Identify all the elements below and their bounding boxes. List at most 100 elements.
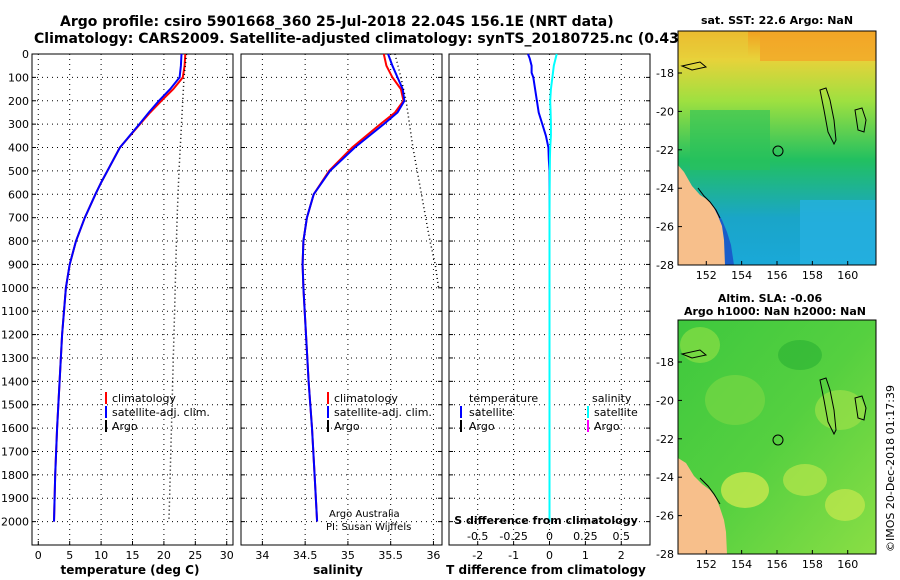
x-tick-label: 30 bbox=[220, 549, 234, 562]
map-x-tick-label: 154 bbox=[731, 269, 752, 282]
plot-series bbox=[53, 53, 558, 522]
series-climatology bbox=[53, 53, 187, 522]
y-tick-label: 300 bbox=[8, 118, 29, 131]
difference-top-axis-label: S difference from climatology bbox=[454, 514, 638, 527]
header-line2: Climatology: CARS2009. Satellite-adjuste… bbox=[34, 31, 752, 47]
map-y-tick-label: -26 bbox=[656, 221, 674, 234]
series-climatology bbox=[301, 53, 405, 522]
series-temperature-satellite bbox=[527, 53, 551, 522]
y-tick-label: 1300 bbox=[1, 352, 29, 365]
y-tick-label: 600 bbox=[8, 188, 29, 201]
y-tick-label: 1600 bbox=[1, 422, 29, 435]
difference-legend-s-argo: Argo bbox=[594, 420, 620, 433]
x-tick-label: 35.5 bbox=[378, 549, 403, 562]
y-tick-label: 700 bbox=[8, 212, 29, 225]
salinity-xlabel: salinity bbox=[313, 563, 363, 577]
sla-map-title1: Altim. SLA: -0.06 bbox=[718, 292, 823, 305]
y-tick-label: 200 bbox=[8, 95, 29, 108]
y-tick-label: 800 bbox=[8, 235, 29, 248]
salinity-plot-frame bbox=[240, 53, 443, 546]
map-y-tick-label: -20 bbox=[656, 105, 674, 118]
y-tick-label: 1100 bbox=[1, 305, 29, 318]
x-tick-label: 25 bbox=[188, 549, 202, 562]
difference-legend-salinity-title: salinity bbox=[592, 392, 632, 405]
plot-ticks: 0 5 10 15 20 25 300100200300400500600700800900… bbox=[1, 48, 650, 562]
sst-map bbox=[678, 31, 876, 265]
temperature-xlabel: temperature (deg C) bbox=[61, 563, 200, 577]
y-tick-label: 1900 bbox=[1, 492, 29, 505]
y-tick-label: 1800 bbox=[1, 469, 29, 482]
temperature-legend-satellite: satellite-adj. clim. bbox=[112, 406, 210, 419]
map-y-tick-label: -22 bbox=[656, 433, 674, 446]
map-y-tick-label: -22 bbox=[656, 144, 674, 157]
x2-tick-label: -0.5 bbox=[467, 530, 488, 543]
imos-stamp: ©IMOS 20-Dec-2018 01:17:39 bbox=[884, 385, 897, 552]
temperature-legend-argo: Argo bbox=[112, 420, 138, 433]
x-tick-label: 36 bbox=[426, 549, 440, 562]
map-x-tick-label: 160 bbox=[837, 558, 858, 571]
x-tick-label: -2 bbox=[472, 549, 483, 562]
difference-legend-t-argo: Argo bbox=[469, 420, 495, 433]
x-tick-label: 5 bbox=[66, 549, 73, 562]
plot-grids bbox=[32, 54, 650, 545]
y-tick-label: 400 bbox=[8, 142, 29, 155]
y-tick-label: 1500 bbox=[1, 399, 29, 412]
y-tick-label: 2000 bbox=[1, 516, 29, 529]
sla-map bbox=[678, 320, 876, 554]
map-y-tick-label: -26 bbox=[656, 510, 674, 523]
x2-tick-label: 0.25 bbox=[573, 530, 598, 543]
map-y-tick-label: -24 bbox=[656, 471, 674, 484]
x2-tick-label: 0 bbox=[546, 530, 553, 543]
series-salinity-satellite bbox=[548, 53, 558, 522]
y-tick-label: 0 bbox=[22, 48, 29, 61]
map-y-tick-label: -18 bbox=[656, 67, 674, 80]
temperature-legend: climatology satellite-adj. clim. Argo bbox=[105, 392, 210, 433]
difference-xlabel: T difference from climatology bbox=[446, 563, 646, 577]
map-y-tick-label: -28 bbox=[656, 548, 674, 561]
x-tick-label: 2 bbox=[618, 549, 625, 562]
map-x-tick-label: 158 bbox=[802, 269, 823, 282]
credit-argo-australia: Argo Australia bbox=[329, 509, 400, 520]
salinity-legend-climatology: climatology bbox=[334, 392, 398, 405]
salinity-legend-argo: Argo bbox=[334, 420, 360, 433]
salinity-legend-satellite: satellite-adj. clim. bbox=[334, 406, 432, 419]
sla-map-title2: Argo h1000: NaN h2000: NaN bbox=[684, 305, 866, 318]
x-tick-label: 20 bbox=[157, 549, 171, 562]
x2-tick-label: -0.25 bbox=[499, 530, 527, 543]
y-tick-label: 1700 bbox=[1, 445, 29, 458]
y-tick-label: 1000 bbox=[1, 282, 29, 295]
header-line1: Argo profile: csiro 5901668_360 25-Jul-2… bbox=[60, 14, 614, 30]
map-y-tick-label: -20 bbox=[656, 394, 674, 407]
series-satellite-adj-clim- bbox=[301, 53, 406, 522]
difference-legend: temperature satellite Argo salinity sate… bbox=[460, 392, 638, 433]
map-x-tick-label: 154 bbox=[731, 558, 752, 571]
x-tick-label: 10 bbox=[94, 549, 108, 562]
series-argo bbox=[394, 53, 440, 288]
salinity-legend: climatology satellite-adj. clim. Argo bbox=[327, 392, 432, 433]
map-y-tick-label: -28 bbox=[656, 259, 674, 272]
map-x-tick-label: 152 bbox=[696, 558, 717, 571]
y-tick-label: 100 bbox=[8, 71, 29, 84]
difference-legend-temperature-title: temperature bbox=[469, 392, 538, 405]
x2-tick-label: 0.5 bbox=[613, 530, 631, 543]
map-x-tick-label: 152 bbox=[696, 269, 717, 282]
map-ticks: 152 154 156 158 160 -18 -20 -22 -24 -26 -28 152 154 1… bbox=[656, 67, 858, 571]
x-tick-label: 35 bbox=[341, 549, 355, 562]
x-tick-label: 34.5 bbox=[293, 549, 318, 562]
y-tick-label: 900 bbox=[8, 258, 29, 271]
y-tick-label: 1400 bbox=[1, 375, 29, 388]
y-tick-label: 500 bbox=[8, 165, 29, 178]
map-x-tick-label: 158 bbox=[802, 558, 823, 571]
x-tick-label: 0 bbox=[35, 549, 42, 562]
credit-pi: PI: Susan Wijffels bbox=[326, 522, 411, 533]
series-satellite-adj-clim- bbox=[53, 53, 183, 522]
map-x-tick-label: 156 bbox=[767, 269, 788, 282]
sst-map-title: sat. SST: 22.6 Argo: NaN bbox=[701, 14, 853, 27]
x-tick-label: -1 bbox=[508, 549, 519, 562]
x-tick-label: 15 bbox=[126, 549, 140, 562]
map-x-tick-label: 156 bbox=[767, 558, 788, 571]
temperature-legend-climatology: climatology bbox=[112, 392, 176, 405]
map-y-tick-label: -18 bbox=[656, 356, 674, 369]
map-y-tick-label: -24 bbox=[656, 182, 674, 195]
